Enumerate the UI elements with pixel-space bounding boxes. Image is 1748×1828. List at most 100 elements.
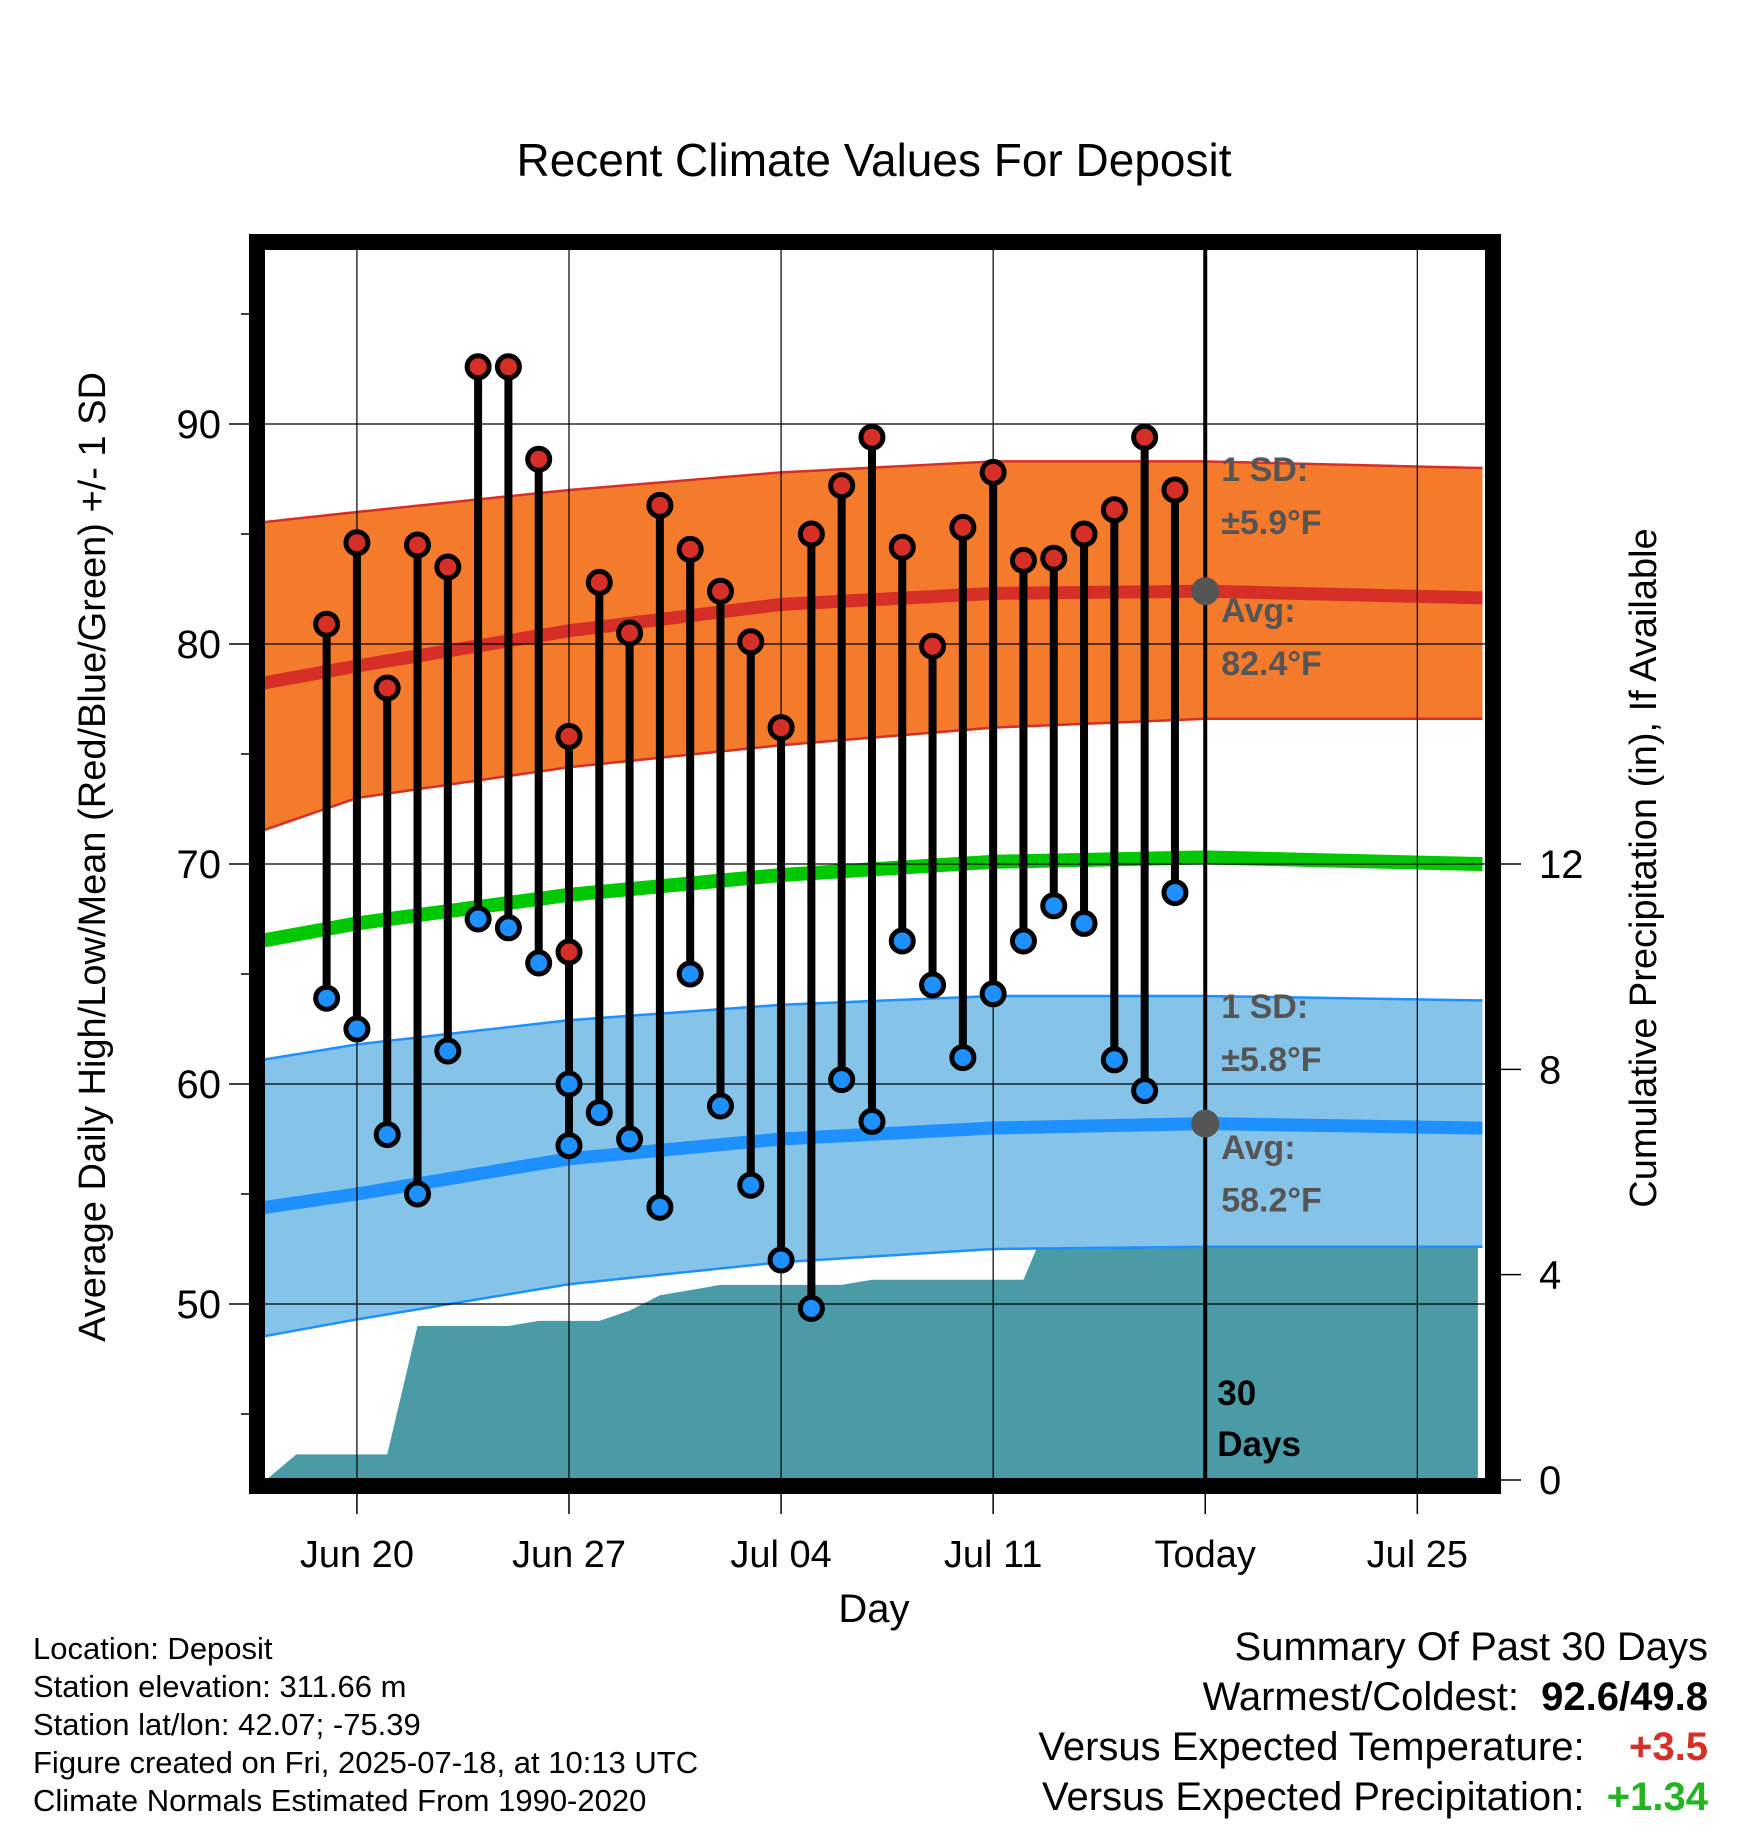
daily-high-point (373, 674, 401, 702)
y2-tick-label: 8 (1539, 1048, 1561, 1092)
daily-low-point (1070, 909, 1098, 937)
low-sd-annotation-line2: ±5.8°F (1221, 1041, 1321, 1079)
y2-tick-label: 4 (1539, 1254, 1561, 1298)
daily-low-point (767, 1246, 795, 1274)
daily-high-point (494, 353, 522, 381)
daily-high-point (737, 628, 765, 656)
daily-low-point (646, 1193, 674, 1221)
daily-high-point (585, 568, 613, 596)
daily-low-point (949, 1044, 977, 1072)
summary-precip-label: Versus Expected Precipitation: (1042, 1775, 1585, 1819)
high-sd-annotation-line2: ±5.9°F (1221, 504, 1321, 542)
daily-high-point (343, 529, 371, 557)
summary-precip-row: Versus Expected Precipitation: +1.34 (1038, 1772, 1708, 1822)
x-tick-label: Jun 20 (300, 1534, 414, 1576)
x-axis-label: Day (838, 1587, 909, 1631)
high-avg-annotation-line1: Avg: (1221, 592, 1295, 630)
daily-high-point (1009, 546, 1037, 574)
daily-low-point (797, 1294, 825, 1322)
daily-low-point (494, 914, 522, 942)
low-sd-band-lower-edge (263, 1245, 1483, 1338)
y-axis-label: Average Daily High/Low/Mean (Red/Blue/Gr… (72, 372, 114, 1342)
y2-tick-label: 12 (1539, 843, 1584, 887)
daily-high-point (616, 619, 644, 647)
low-sd-annotation-line1: 1 SD: (1221, 988, 1308, 1026)
daily-low-point (919, 971, 947, 999)
daily-low-point (1161, 879, 1189, 907)
daily-low-point (555, 1070, 583, 1098)
plot-area: 1 SD: ±5.9°F Avg: 82.4°F 1 SD: ±5.8°F Avg: 58.2… (263, 248, 1487, 1480)
info-latlon: Station lat/lon: 42.07; -75.39 (33, 1707, 421, 1742)
summary-temp-value: +3.5 (1629, 1725, 1708, 1769)
daily-high-point (1100, 496, 1128, 524)
daily-high-point (888, 533, 916, 561)
info-created: Figure created on Fri, 2025-07-18, at 10… (33, 1745, 699, 1780)
summary-warmest-value: 92.6/49.8 (1541, 1675, 1708, 1719)
daily-high-point (313, 610, 341, 638)
info-elevation: Station elevation: 311.66 m (33, 1669, 407, 1704)
y2-axis-label: Cumulative Precipitation (in), If Availa… (1623, 528, 1665, 1207)
x-tick-label: Jul 04 (730, 1534, 831, 1576)
today-high-avg-marker (1191, 577, 1220, 606)
daily-low-point (858, 1107, 886, 1135)
x-tick-label: Jun 27 (512, 1534, 626, 1576)
daily-low-point (1040, 892, 1068, 920)
daily-high-point (858, 423, 886, 451)
plot-frame (249, 234, 1501, 1494)
summary-temp-label: Versus Expected Temperature: (1038, 1725, 1585, 1769)
daily-high-point (979, 458, 1007, 486)
daily-high-point (797, 520, 825, 548)
daily-high-point (555, 722, 583, 750)
summary-panel: Summary Of Past 30 Days Warmest/Coldest:… (1038, 1622, 1708, 1822)
daily-high-point (1161, 476, 1189, 504)
daily-high-point (706, 577, 734, 605)
daily-low-point (676, 960, 704, 988)
daily-low-point (706, 1092, 734, 1120)
x-tick-label: Jul 25 (1367, 1534, 1468, 1576)
daily-high-point (1070, 520, 1098, 548)
daily-low-point (979, 980, 1007, 1008)
summary-heading: Summary Of Past 30 Days (1234, 1625, 1708, 1669)
days-annotation-line2: Days (1217, 1425, 1301, 1464)
daily-high-point (464, 353, 492, 381)
daily-high-point (949, 513, 977, 541)
summary-warmest-label: Warmest/Coldest: (1202, 1675, 1519, 1719)
daily-low-point (343, 1015, 371, 1043)
daily-high-point (676, 535, 704, 563)
y-tick-label: 90 (177, 403, 222, 447)
today-low-avg-marker (1191, 1109, 1220, 1138)
daily-low-point (1009, 927, 1037, 955)
daily-high-point (828, 472, 856, 500)
precip-area (263, 1192, 1478, 1480)
daily-high-point (1131, 423, 1159, 451)
high-sd-annotation-line1: 1 SD: (1221, 451, 1308, 489)
low-avg-annotation-line2: 58.2°F (1221, 1182, 1322, 1220)
y2-tick-label: 0 (1539, 1459, 1561, 1503)
daily-high-point (434, 553, 462, 581)
x-tick-label: Today (1155, 1534, 1256, 1576)
daily-low-point (464, 905, 492, 933)
daily-low-point (404, 1180, 432, 1208)
daily-high-point (555, 938, 583, 966)
daily-low-point (1131, 1077, 1159, 1105)
daily-low-point (585, 1099, 613, 1127)
info-location: Location: Deposit (33, 1631, 273, 1666)
daily-low-point (555, 1132, 583, 1160)
x-tick-label: Jul 11 (944, 1534, 1043, 1576)
daily-high-point (1040, 544, 1068, 572)
daily-low-point (828, 1066, 856, 1094)
y-tick-label: 50 (177, 1283, 222, 1327)
high-avg-annotation-line2: 82.4°F (1221, 645, 1322, 683)
daily-high-point (919, 632, 947, 660)
daily-low-point (888, 927, 916, 955)
daily-high-point (404, 531, 432, 559)
daily-low-point (737, 1171, 765, 1199)
y-tick-label: 60 (177, 1063, 222, 1107)
daily-low-point (373, 1121, 401, 1149)
station-info: Location: Deposit Station elevation: 311… (33, 1630, 698, 1820)
summary-precip-value: +1.34 (1606, 1775, 1708, 1819)
y-tick-label: 80 (177, 623, 222, 667)
daily-high-point (525, 445, 553, 473)
low-avg-annotation-line1: Avg: (1221, 1129, 1295, 1167)
